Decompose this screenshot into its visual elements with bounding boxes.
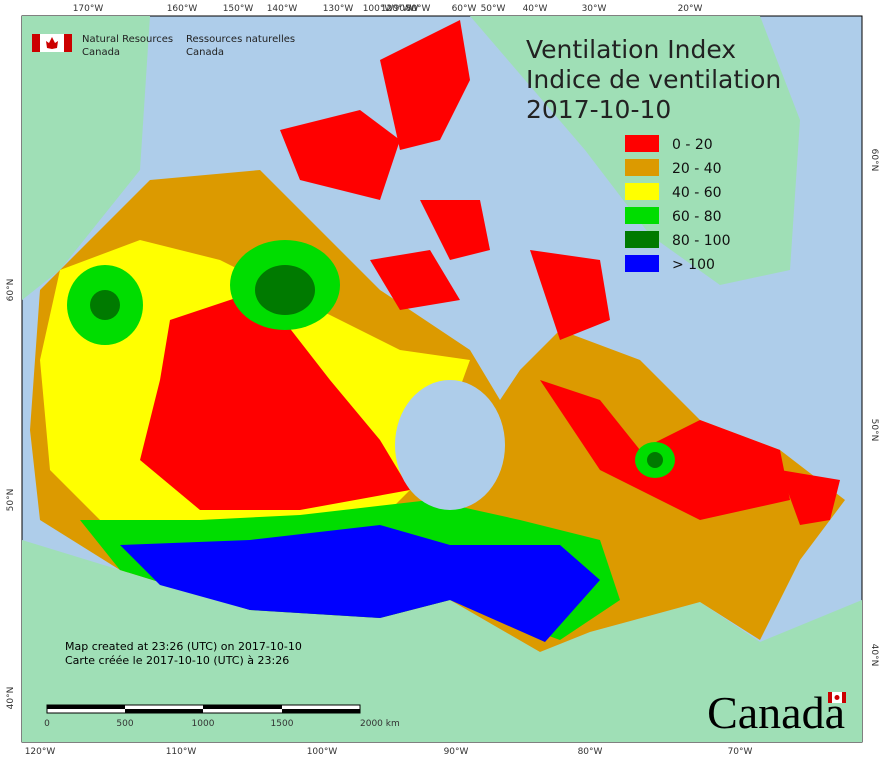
legend-label: 0 - 20 [672,137,713,153]
longitude-label: 70°W [728,747,753,757]
legend-swatch [625,183,659,200]
longitude-label: 100°W [307,747,338,757]
legend-swatch [625,159,659,176]
scale-label: 1500 [271,719,294,729]
latitude-label: 60°N [6,279,16,302]
longitude-label: 110°W [166,747,197,757]
agency-en: Canada [82,47,120,58]
longitude-label: 90°W [444,747,469,757]
longitude-label: 160°W [167,4,198,14]
scale-label: 0 [44,719,50,729]
legend-label: 80 - 100 [672,233,731,249]
scale-label: 500 [116,719,133,729]
latitude-label: 40°N [6,687,16,710]
legend-label: 40 - 60 [672,185,722,201]
longitude-label: 150°W [223,4,254,14]
scale-label: 2000 km [360,719,400,729]
title: Ventilation Index [526,35,736,64]
longitude-label: 80°W [406,4,431,14]
legend-label: > 100 [672,257,715,273]
longitude-label: 120°W [25,747,56,757]
agency-fr: Ressources naturelles [186,34,295,45]
longitude-label: 170°W [73,4,104,14]
latitude-label: 40°N [869,644,879,667]
agency-signature: Natural Resources Canada Ressources natu… [32,34,295,58]
scale-label: 1000 [192,719,215,729]
agency-fr: Canada [186,47,224,58]
agency-en: Natural Resources [82,34,173,45]
longitude-label: 140°W [267,4,298,14]
legend-label: 20 - 40 [672,161,722,177]
map-land [22,16,862,742]
latitude-label: 50°N [869,419,879,442]
longitude-label: 90°W [394,4,419,14]
legend: 0 - 20 20 - 40 40 - 60 60 - 80 80 - 100 > 100 [625,135,731,273]
longitude-label: 20°W [678,4,703,14]
latitude-label: 50°N [6,489,16,512]
legend-swatch [625,255,659,272]
longitude-label: 30°W [582,4,607,14]
longitude-label: 60°W [452,4,477,14]
latitude-label: 60°N [869,149,879,172]
note: Map created at 23:26 (UTC) on 2017-10-10 [65,640,302,653]
wordmark: Canada [707,687,845,738]
title: Indice de ventilation [526,65,781,94]
longitude-label: 100°W [363,4,394,14]
longitude-label: 50°W [481,4,506,14]
scale-bar: 0 500 1000 1500 2000 km [44,704,400,729]
legend-label: 60 - 80 [672,209,722,225]
legend-swatch [625,135,659,152]
title: 2017-10-10 [526,95,671,124]
longitude-label: 40°W [523,4,548,14]
note: Carte créée le 2017-10-10 (UTC) à 23:26 [65,654,289,667]
longitude-label: 130°W [323,4,354,14]
longitude-label: 80°W [578,747,603,757]
wordmark-flag [828,692,846,703]
legend-swatch [625,207,659,224]
longitude-label: 120°W [381,4,412,14]
legend-swatch [625,231,659,248]
